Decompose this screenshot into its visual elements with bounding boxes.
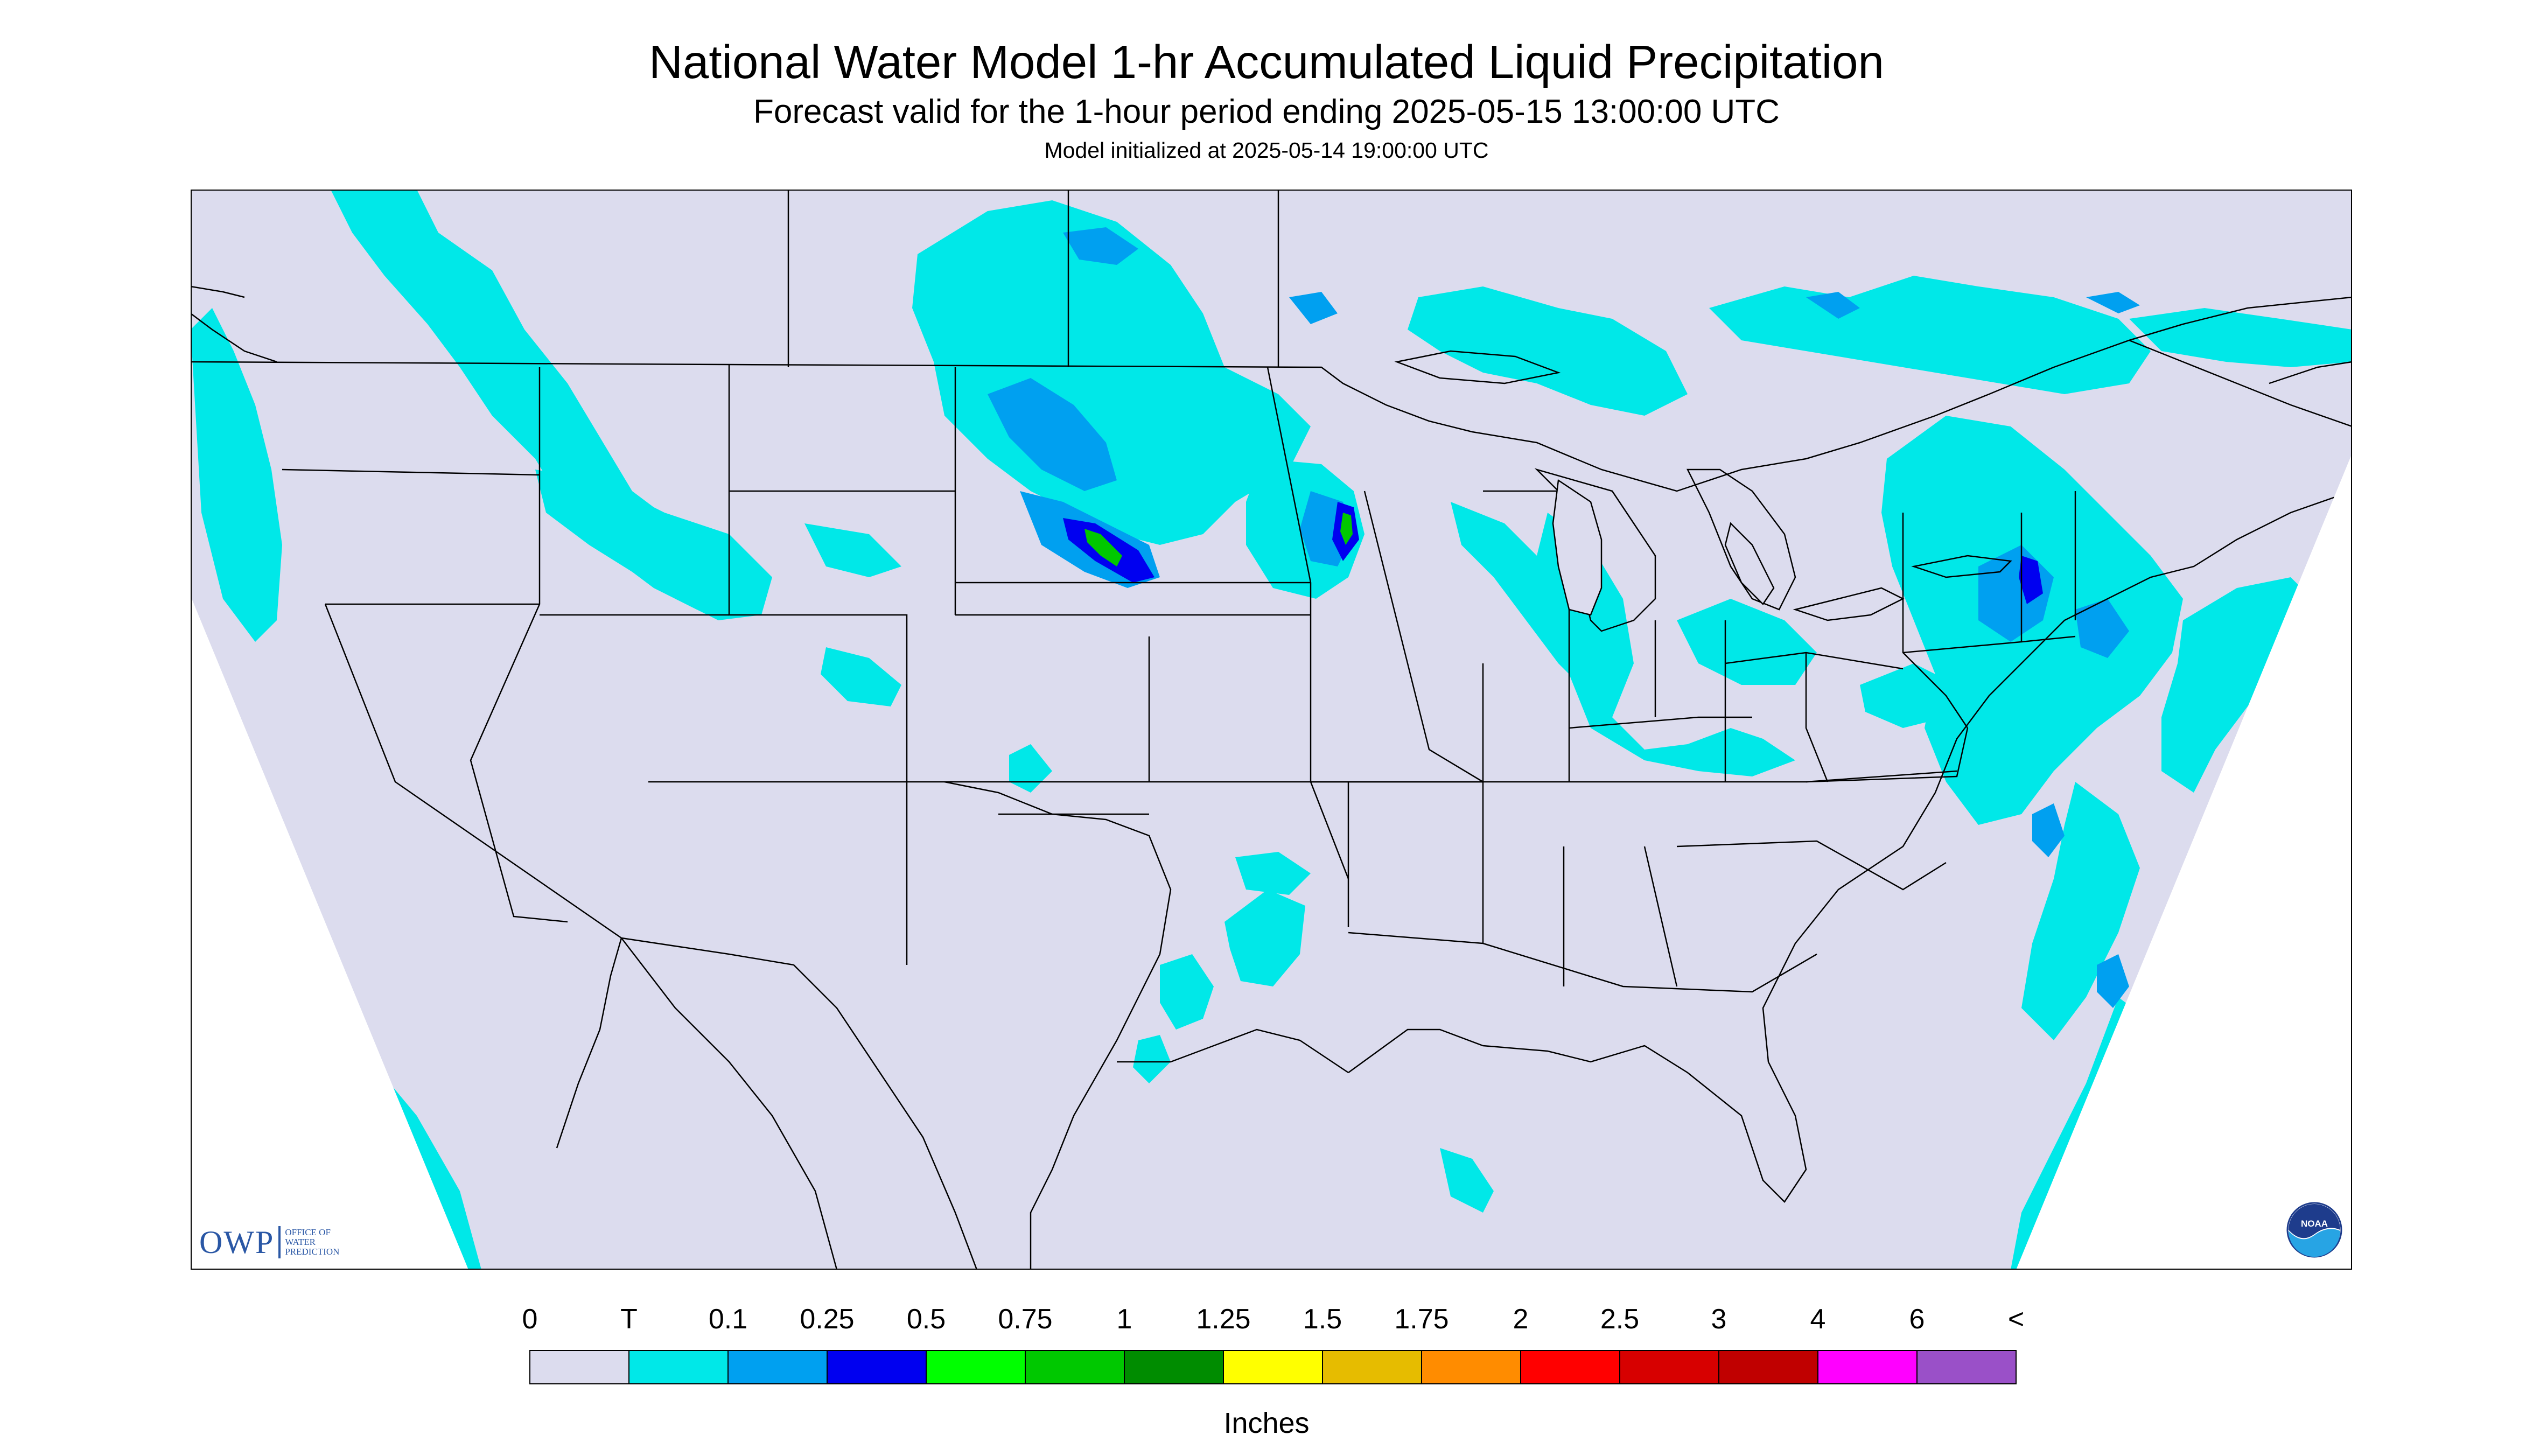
precip-color-legend: [529, 1350, 2017, 1384]
legend-tick-label: 1.75: [1394, 1304, 1449, 1335]
great-lakes: [1552, 479, 1775, 616]
legend-tick-label: 2.5: [1600, 1304, 1640, 1335]
noaa-logo-icon: NOAA: [2286, 1202, 2342, 1258]
owp-logo-subtext: OFFICE OF WATER PREDICTION: [285, 1227, 340, 1257]
legend-tick-label: 1.25: [1196, 1304, 1251, 1335]
legend-tick-label: 6: [1909, 1304, 1925, 1335]
legend-swatch: [1124, 1350, 1224, 1384]
model-domain: [191, 190, 2352, 1270]
legend-swatch: [1817, 1350, 1918, 1384]
legend-swatch: [1520, 1350, 1620, 1384]
map-frame: [191, 190, 2352, 1270]
legend-tick-label: 0: [522, 1304, 538, 1335]
owp-logo: OWP OFFICE OF WATER PREDICTION: [199, 1223, 360, 1261]
boundary-lines: [191, 190, 2352, 1270]
legend-tick-label: 4: [1810, 1304, 1826, 1335]
legend-swatch: [1619, 1350, 1719, 1384]
legend-swatch: [1916, 1350, 2017, 1384]
legend-units-label: Inches: [1223, 1407, 1310, 1439]
forecast-valid-subtitle: Forecast valid for the 1-hour period end…: [753, 93, 1780, 130]
legend-swatch: [1025, 1350, 1125, 1384]
legend-tick-label: <: [2007, 1304, 2025, 1335]
legend-swatch: [1718, 1350, 1818, 1384]
legend-tick-label: 1: [1116, 1304, 1132, 1335]
legend-swatch: [529, 1350, 629, 1384]
precipitation-map: [191, 190, 2352, 1270]
owp-logo-divider: [278, 1226, 281, 1258]
legend-swatch: [926, 1350, 1026, 1384]
model-init-caption: Model initialized at 2025-05-14 19:00:00…: [1044, 138, 1489, 163]
heavy-precip-areas: [1084, 513, 1353, 566]
legend-swatch: [827, 1350, 927, 1384]
svg-text:NOAA: NOAA: [2301, 1219, 2328, 1229]
legend-swatch: [628, 1350, 729, 1384]
legend-tick-label: T: [620, 1304, 638, 1335]
legend-tick-label: 2: [1513, 1304, 1529, 1335]
legend-tick-label: 1.5: [1303, 1304, 1342, 1335]
legend-tick-label: 0.75: [998, 1304, 1053, 1335]
legend-tick-label: 0.25: [800, 1304, 855, 1335]
owp-logo-text: OWP: [199, 1224, 275, 1260]
legend-swatch: [1421, 1350, 1521, 1384]
map-title: National Water Model 1-hr Accumulated Li…: [649, 36, 1884, 88]
legend-swatch: [1322, 1350, 1422, 1384]
legend-swatch: [727, 1350, 828, 1384]
legend-tick-label: 3: [1711, 1304, 1727, 1335]
legend-tick-label: 0.5: [906, 1304, 946, 1335]
legend-tick-label: 0.1: [708, 1304, 748, 1335]
legend-swatch: [1223, 1350, 1323, 1384]
